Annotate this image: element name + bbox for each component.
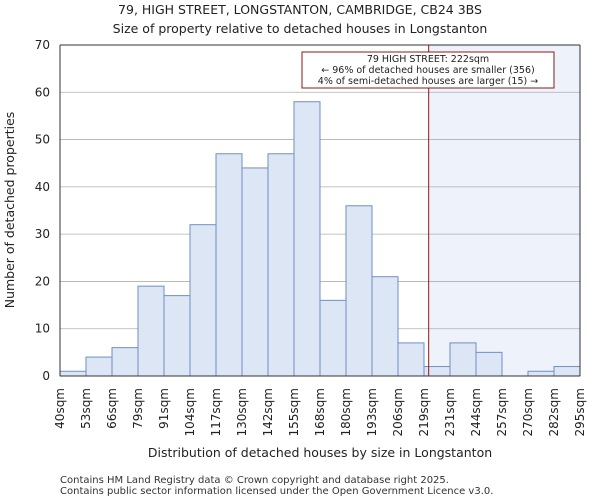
y-tick-label: 30 [35, 227, 50, 241]
bar [241, 167, 269, 377]
highlight-region [428, 45, 580, 376]
bar [267, 153, 295, 377]
bar [527, 370, 555, 377]
x-tick-label: 257sqm [495, 388, 509, 436]
y-axis-label: Number of detached properties [2, 112, 17, 309]
y-tick-label: 60 [35, 85, 50, 99]
bar [371, 276, 399, 377]
footer-line-1: Contains HM Land Registry data © Crown c… [60, 475, 449, 486]
chart-subtitle: Size of property relative to detached ho… [113, 21, 488, 36]
bar [59, 370, 87, 377]
bar [345, 205, 373, 377]
x-axis-label: Distribution of detached houses by size … [148, 445, 492, 460]
y-tick-label: 50 [35, 133, 50, 147]
x-tick-label: 79sqm [131, 388, 145, 429]
bar [553, 366, 581, 377]
annotation-box [301, 51, 555, 89]
bar [189, 224, 217, 377]
x-tick-label: 270sqm [521, 388, 535, 436]
bar [293, 101, 321, 377]
x-tick-label: 168sqm [313, 388, 327, 436]
bar [397, 342, 425, 377]
y-tick-label: 10 [35, 322, 50, 336]
x-tick-label: 117sqm [209, 388, 223, 436]
x-tick-label: 231sqm [443, 388, 457, 436]
bar [163, 295, 191, 377]
x-tick-label: 130sqm [235, 388, 249, 436]
bar [215, 153, 243, 377]
x-tick-label: 244sqm [469, 388, 483, 436]
footer-line-2: Contains public sector information licen… [60, 486, 493, 497]
annotation-line: ← 96% of detached houses are smaller (35… [321, 65, 534, 76]
x-tick-label: 282sqm [547, 388, 561, 436]
x-tick-label: 142sqm [261, 388, 275, 436]
x-tick-label: 40sqm [53, 388, 67, 429]
x-tick-label: 295sqm [573, 388, 587, 436]
bar [319, 299, 347, 377]
x-tick-label: 155sqm [287, 388, 301, 436]
x-tick-label: 91sqm [157, 388, 171, 429]
plot-area: 0 10 20 30 40 50 60 70 40sqm 53sqm 66sqm 79sqm 91sqm… [35, 38, 587, 436]
bar [449, 342, 477, 377]
y-tick-label: 0 [42, 369, 50, 383]
x-tick-label: 206sqm [391, 388, 405, 436]
y-tick-label: 20 [35, 274, 50, 288]
x-tick-label: 53sqm [79, 388, 93, 429]
x-tick-label: 193sqm [365, 388, 379, 436]
y-tick-label: 40 [35, 180, 50, 194]
chart-title: 79, HIGH STREET, LONGSTANTON, CAMBRIDGE,… [118, 2, 482, 17]
bar [111, 347, 139, 377]
annotation-line: 4% of semi-detached houses are larger (1… [318, 76, 538, 87]
bar [85, 356, 113, 377]
y-tick-label: 70 [35, 38, 50, 52]
annotation-line: 79 HIGH STREET: 222sqm [367, 54, 489, 65]
x-tick-label: 104sqm [183, 388, 197, 436]
x-tick-label: 66sqm [105, 388, 119, 429]
bar [475, 351, 503, 377]
bar [137, 285, 165, 377]
x-tick-label: 180sqm [339, 388, 353, 436]
bar [423, 366, 451, 377]
x-tick-label: 219sqm [417, 388, 431, 436]
